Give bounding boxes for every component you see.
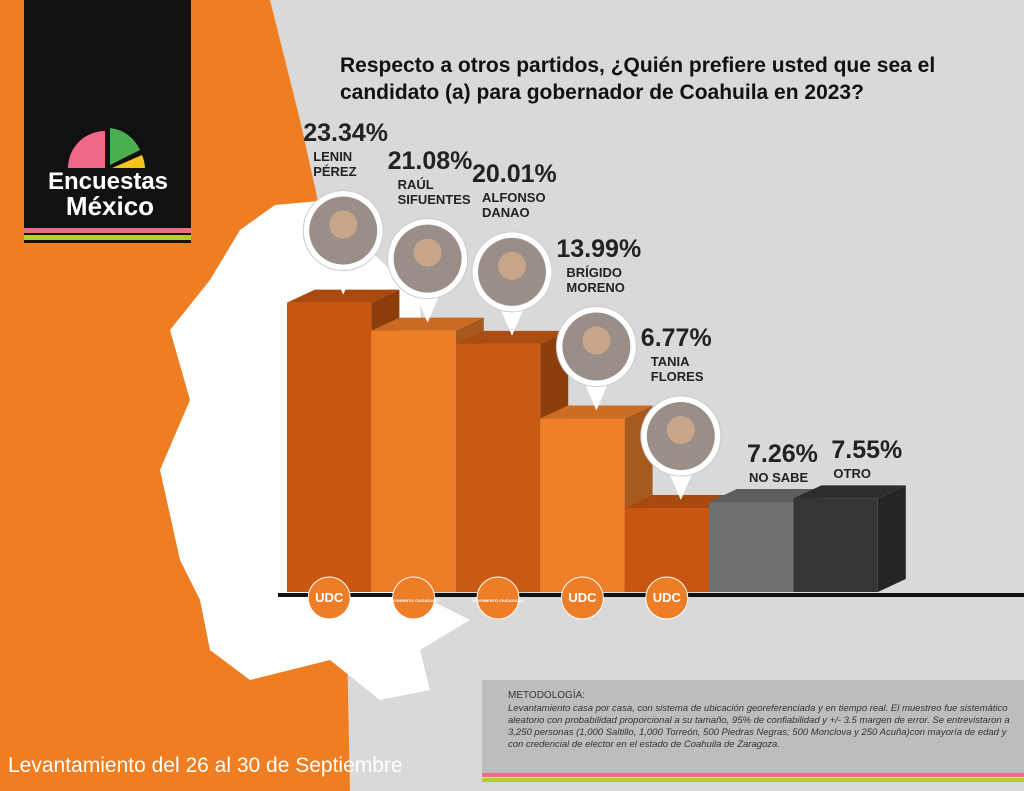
pin: [415, 294, 440, 323]
methodology-heading: METODOLOGÍA:: [508, 690, 586, 701]
bar-side: [877, 485, 906, 592]
stripe: [482, 773, 1024, 777]
bar: [709, 501, 794, 592]
party-logo: [307, 576, 351, 620]
candidate-name: LENIN PÉREZ: [313, 148, 357, 179]
brand-stripe: [24, 235, 191, 240]
photo-head: [413, 238, 442, 267]
bar: [455, 343, 541, 592]
logo-slice: [110, 128, 140, 165]
footer: Levantamiento del 26 al 30 de Septiembre: [8, 754, 403, 777]
party-label: UDC: [315, 590, 344, 605]
candidate-name: BRÍGIDO MORENO: [566, 264, 625, 295]
pin: [584, 382, 609, 411]
candidate-name: RAÚL SIFUENTES: [397, 176, 471, 207]
candidate-name: TANIA FLORES: [650, 354, 704, 385]
value-label: 7.55%: [831, 436, 903, 465]
value-label: 23.34%: [303, 118, 388, 147]
logo-slice: [112, 155, 145, 168]
party-logo: [645, 576, 689, 620]
bar-top: [793, 485, 906, 499]
bar-top: [455, 330, 569, 344]
value-label: 21.08%: [387, 146, 473, 175]
party-label: UDC: [653, 590, 682, 605]
photo-head: [498, 251, 526, 280]
photo-head: [582, 326, 611, 355]
brand-box: [24, 0, 191, 243]
party-label: MOVIMIENTO CIUDADANO: [388, 598, 439, 603]
bar: [287, 302, 372, 592]
pin: [668, 472, 693, 501]
methodology-box: [482, 680, 1024, 775]
brand-stripe: [24, 228, 191, 233]
candidate-name: ALFONSO DANAO: [482, 189, 546, 220]
photo-head: [666, 416, 695, 445]
chart-title: Respecto a otros partidos, ¿Quién prefie…: [340, 54, 936, 104]
brand-text: México: [66, 191, 154, 221]
value-label: 6.77%: [640, 324, 712, 353]
pin: [500, 307, 524, 336]
logo-slice: [68, 131, 105, 168]
value-label: 7.26%: [747, 439, 818, 468]
bar-top: [540, 405, 653, 419]
stripe: [482, 778, 1024, 782]
bar-top: [624, 495, 737, 509]
bar: [540, 418, 625, 592]
party-label: MOVIMIENTO CIUDADANO: [472, 598, 523, 603]
methodology-body: Levantamiento casa por casa, con sistema…: [508, 703, 1010, 750]
photo-head: [329, 210, 358, 239]
bar-top: [709, 488, 822, 502]
pin: [331, 266, 356, 295]
party-logo: [392, 576, 436, 620]
bar-top: [371, 317, 484, 331]
category-name: NO SABE: [749, 469, 809, 485]
party-logo: [560, 576, 604, 620]
party-label: UDC: [568, 590, 597, 605]
party-logo: [476, 576, 520, 620]
bar: [793, 498, 878, 592]
value-label: 20.01%: [472, 159, 557, 188]
bar: [371, 330, 456, 592]
category-name: OTRO: [833, 466, 871, 482]
bar-top: [287, 289, 400, 303]
brand-text: Encuestas: [48, 168, 168, 195]
value-label: 13.99%: [556, 234, 642, 263]
